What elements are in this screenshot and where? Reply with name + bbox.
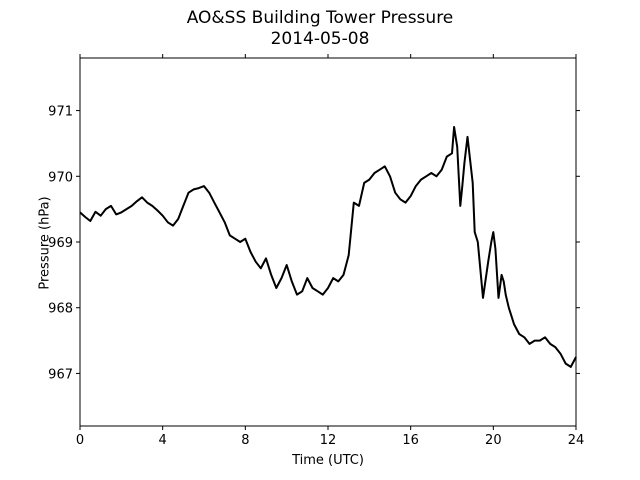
x-axis-label: Time (UTC) [292, 453, 364, 468]
x-tick-label: 16 [402, 433, 419, 448]
x-tick-label: 4 [159, 433, 167, 448]
y-axis-label: Pressure (hPa) [37, 196, 53, 290]
chart-title: AO&SS Building Tower Pressure [186, 8, 454, 28]
x-tick-label: 0 [76, 433, 84, 448]
chart-subtitle: 2014-05-08 [270, 29, 370, 49]
y-tick-label: 969 [48, 236, 73, 251]
y-tick-label: 967 [48, 367, 73, 382]
series-line-0 [79, 126, 577, 368]
y-tick-label: 971 [48, 105, 73, 120]
x-tick-label: 12 [320, 433, 337, 448]
axes-frame [79, 57, 577, 427]
x-tick-label: 20 [485, 433, 502, 448]
x-tick-label: 24 [568, 433, 585, 448]
y-tick-label: 968 [48, 302, 73, 317]
y-tick-label: 970 [48, 170, 73, 185]
x-tick-label: 8 [241, 433, 249, 448]
